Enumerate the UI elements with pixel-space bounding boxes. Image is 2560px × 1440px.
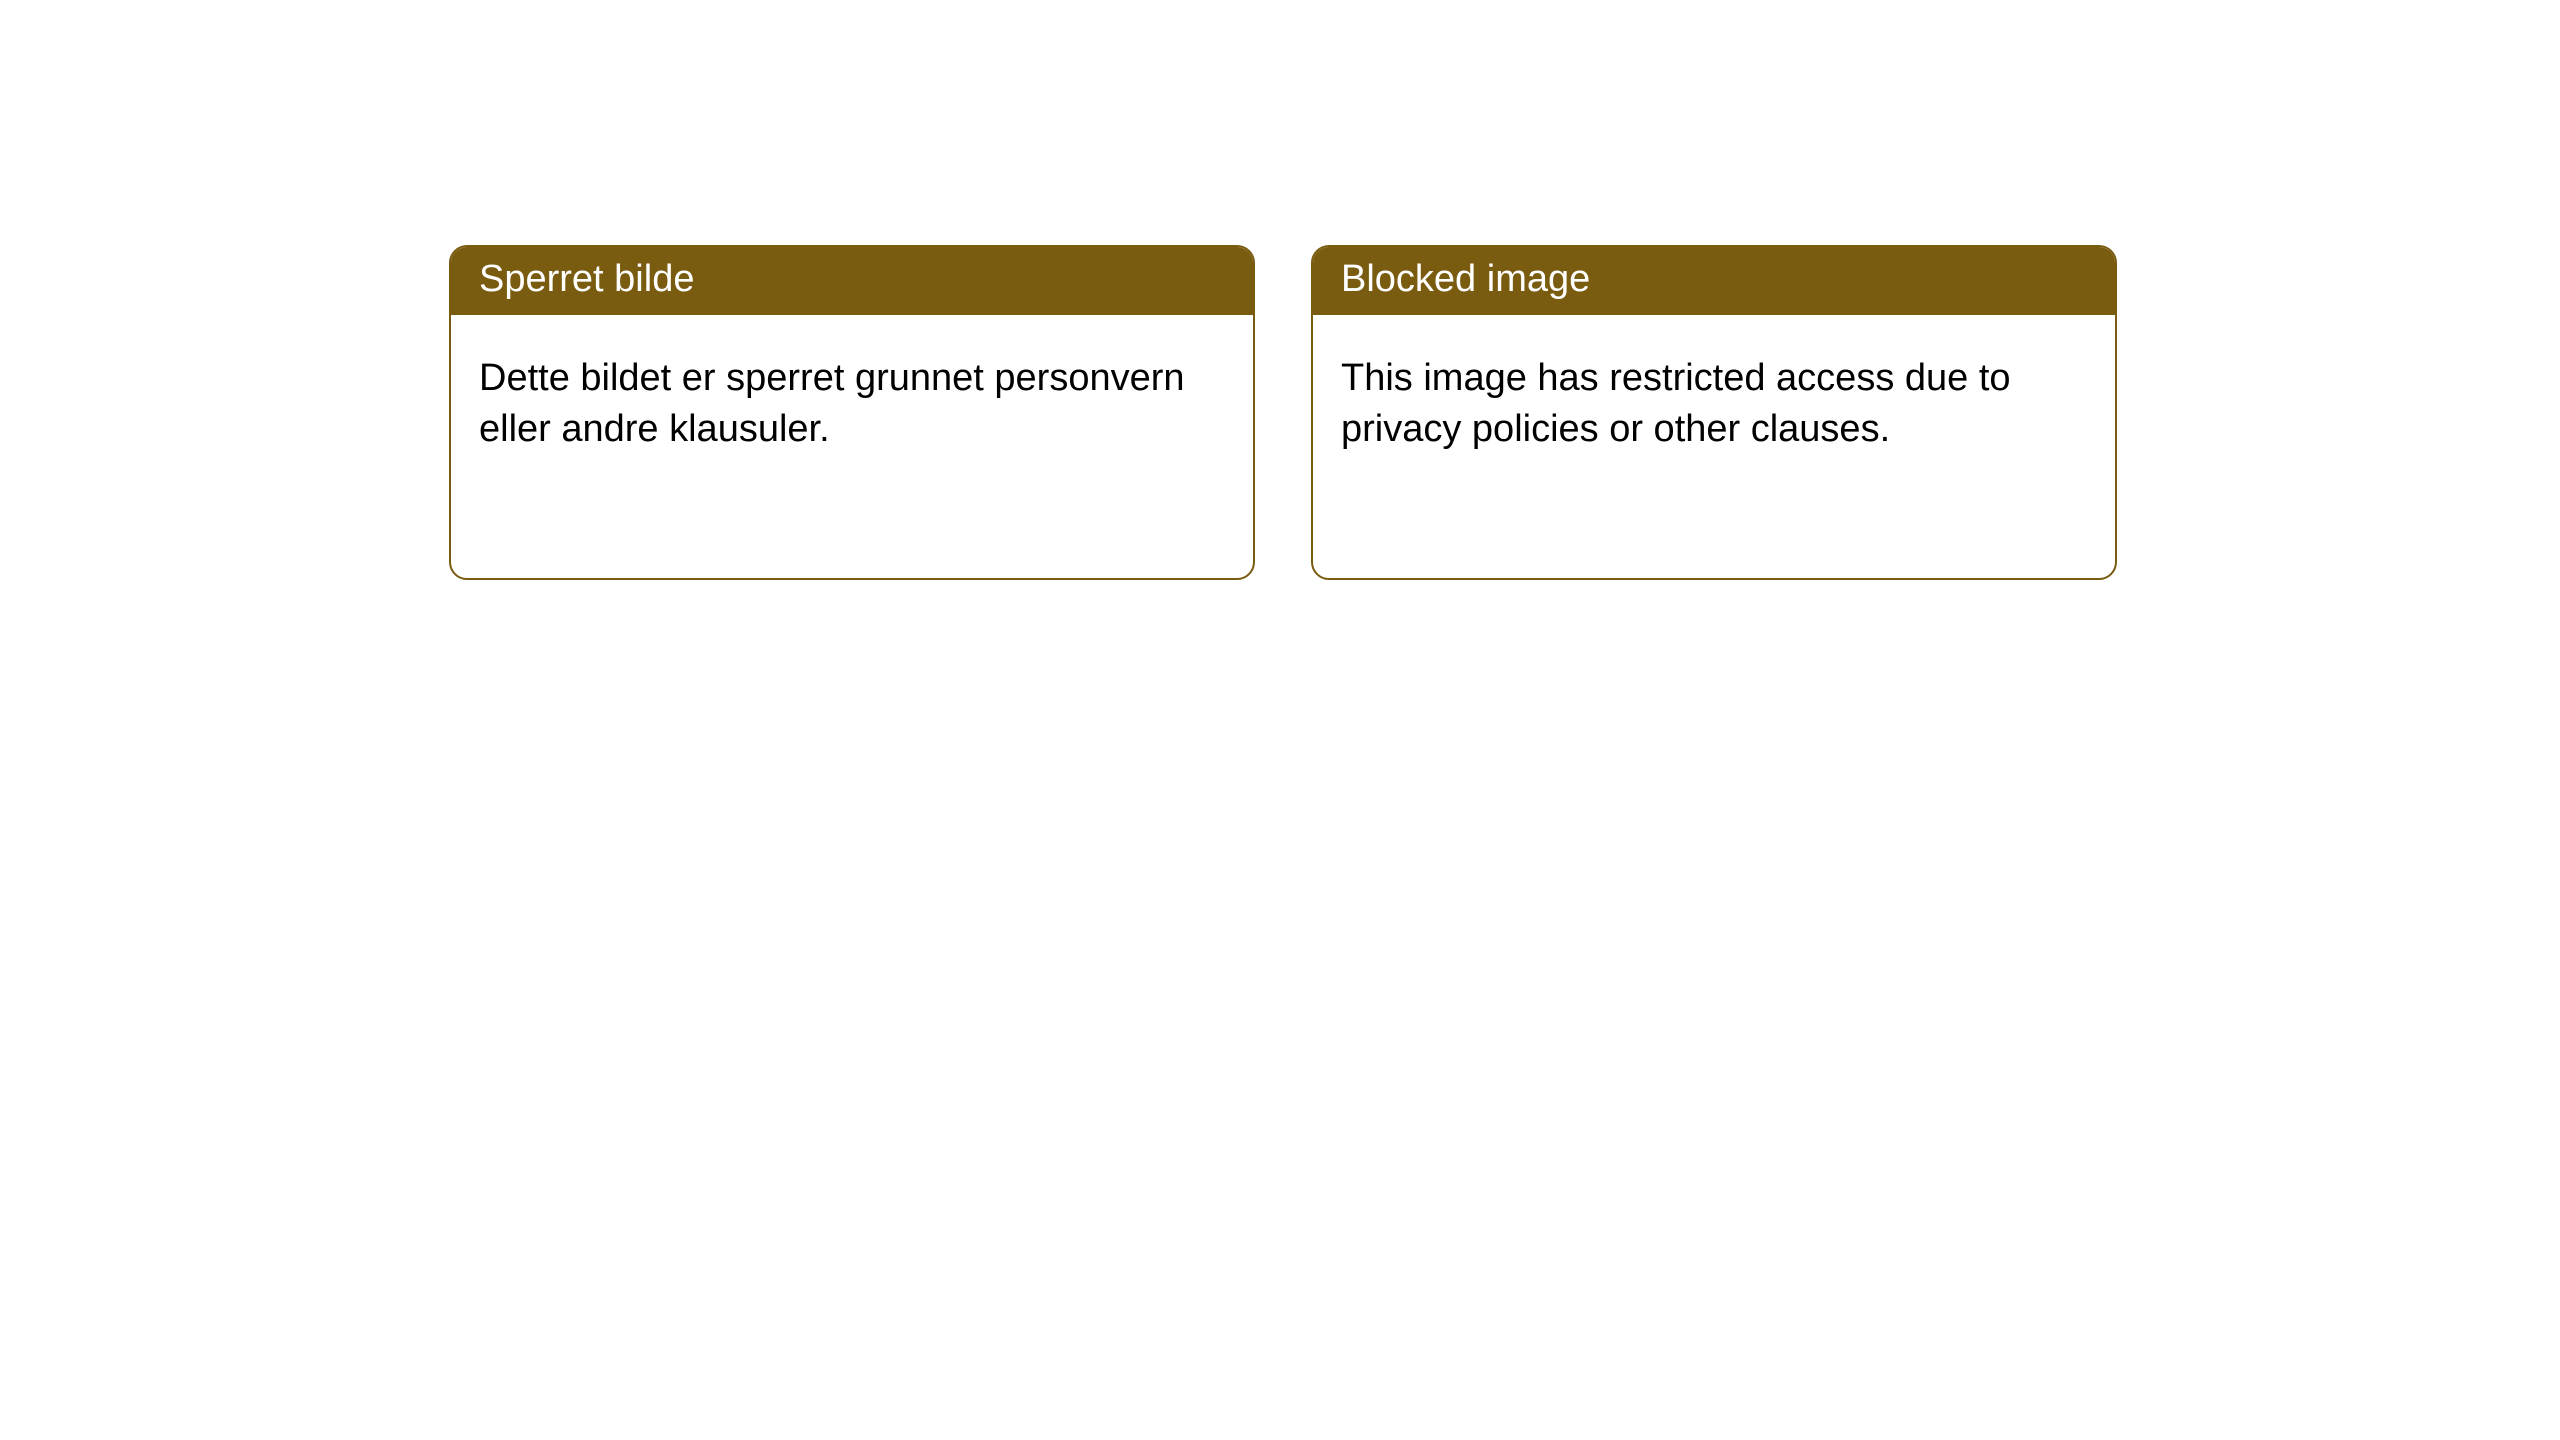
notice-card-title: Blocked image bbox=[1313, 247, 2115, 315]
notice-container: Sperret bilde Dette bildet er sperret gr… bbox=[0, 0, 2560, 580]
notice-card-english: Blocked image This image has restricted … bbox=[1311, 245, 2117, 580]
notice-card-body: Dette bildet er sperret grunnet personve… bbox=[451, 315, 1253, 484]
notice-card-title: Sperret bilde bbox=[451, 247, 1253, 315]
notice-card-body: This image has restricted access due to … bbox=[1313, 315, 2115, 484]
notice-card-norwegian: Sperret bilde Dette bildet er sperret gr… bbox=[449, 245, 1255, 580]
